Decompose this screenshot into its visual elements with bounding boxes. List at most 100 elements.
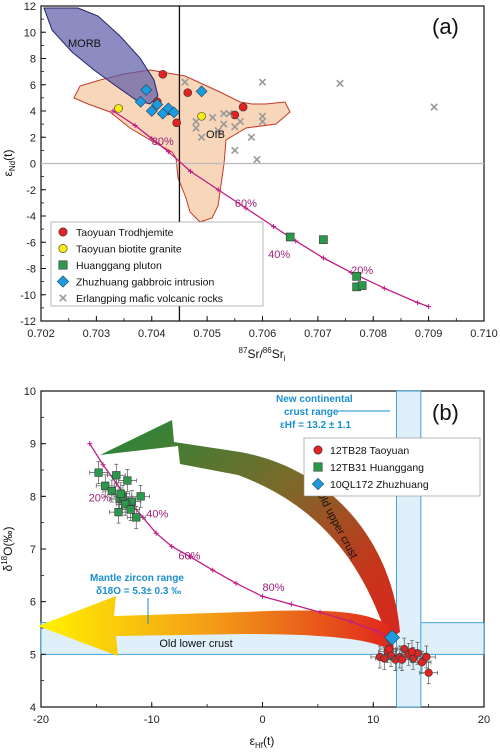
x-tick-label: -20 (33, 714, 49, 726)
mixing-curve-node (233, 580, 239, 586)
data-point (247, 133, 256, 142)
mixing-curve-node (317, 609, 323, 615)
panel-a-xlabel: 87Sr/86Sri (239, 346, 286, 363)
legend-label: 12TB31 Huanggang (330, 462, 424, 474)
panel-b-axes: -20 -10 0 10 20 10 9 8 7 6 5 4 (24, 386, 490, 726)
y-tick-label: 10 (24, 386, 36, 398)
mixing-curve-node (132, 122, 138, 128)
panel-b-ylabel: δ18O(‰) (0, 527, 15, 572)
data-point (197, 133, 206, 142)
legend-marker (59, 294, 67, 302)
y-tick-label: 2 (30, 132, 36, 144)
mixing-curve-node (110, 108, 116, 114)
data-point (417, 658, 427, 667)
panel-a-mixing-curve: 80%60%40%20% (110, 108, 432, 310)
panel-b-xlabel: εHf(t) (250, 734, 275, 750)
panel-b-label: (b) (432, 400, 459, 425)
new-crust-title-line2: crust range (284, 407, 339, 418)
mixing-percent-label: 40% (268, 249, 290, 261)
panel-b-legend: 12TB28 Taoyuan 12TB31 Huanggang 10QL172 Zh… (303, 437, 481, 497)
legend-label: Huanggang pluton (76, 260, 162, 272)
mixing-curve-node (381, 285, 387, 291)
data-point (114, 104, 123, 113)
data-point (172, 118, 181, 128)
mixing-curve-node (215, 187, 221, 193)
mixing-curve-node (149, 136, 155, 142)
data-point (192, 124, 200, 132)
mixing-percent-label: 40% (146, 508, 168, 520)
legend-label: Taoyuan biotite granite (76, 244, 182, 256)
data-point (352, 272, 361, 281)
y-tick-label: -8 (26, 264, 36, 276)
data-point (136, 492, 145, 501)
mixing-curve-node (288, 601, 294, 607)
mixing-percent-label: 80% (263, 582, 285, 594)
old-upper-crust-arrow (100, 420, 400, 640)
legend-marker (311, 477, 325, 491)
data-point (407, 647, 417, 656)
legend-label: 12TB28 Taoyuan (330, 445, 409, 457)
x-tick-label: 20 (478, 714, 490, 726)
data-point (230, 110, 240, 120)
x-tick-label: 10 (367, 714, 379, 726)
data-point (151, 98, 164, 111)
data-point (183, 88, 193, 97)
y-tick-label: 9 (30, 439, 36, 451)
data-point (197, 111, 206, 121)
mixing-curve-node (243, 205, 249, 211)
y-tick-label: 8 (30, 491, 36, 503)
data-point (422, 652, 431, 662)
new-crust-value: εHf = 13.2 ± 1.1 (280, 420, 352, 431)
data-point (132, 513, 141, 522)
y-tick-label: 8 (30, 54, 36, 66)
x-tick-label: 0.704 (138, 328, 166, 340)
mixing-curve-node (153, 530, 159, 536)
legend-a-entries: Taoyuan Trodhjemite Taoyuan biotite grani… (56, 227, 223, 305)
data-point (319, 235, 328, 244)
data-point (336, 79, 344, 88)
data-point (214, 126, 222, 135)
data-point (236, 117, 245, 126)
old-lower-crust-label: Old lower crust (159, 638, 232, 650)
panel-a-points (114, 69, 438, 292)
mixing-curve-line (112, 110, 429, 308)
data-point (192, 117, 200, 126)
mixing-curve-node (165, 149, 171, 155)
data-point (357, 281, 367, 290)
mantle-title: Mantle zircon range (90, 573, 184, 584)
mixing-curve-node (320, 255, 326, 261)
legend-b-box (303, 437, 481, 497)
data-point (167, 106, 180, 119)
data-point (112, 471, 121, 480)
data-point (158, 69, 168, 79)
legend-b-entries: 12TB28 Taoyuan 12TB31 Huanggang 10QL172 Zh… (311, 445, 429, 491)
mantle-value: δ18O = 5.3± 0.3 ‰ (96, 586, 181, 597)
x-tick-label: -10 (144, 714, 160, 726)
mixing-curve-node (169, 543, 175, 549)
data-point (238, 102, 248, 112)
x-tick-label: 0.707 (304, 328, 332, 340)
y-tick-label: 10 (24, 27, 36, 39)
y-tick-label: 4 (30, 106, 36, 118)
data-point (116, 489, 125, 498)
data-point (219, 120, 228, 128)
data-point (219, 109, 228, 118)
mixing-percent-label: 80% (152, 136, 174, 148)
oib-field (73, 69, 291, 223)
mixing-curve-node (426, 304, 432, 310)
y-tick-label: 4 (30, 702, 36, 714)
y-tick-label: 6 (30, 80, 36, 92)
mixing-curve-node (87, 441, 93, 447)
panel-a-axes: 0.702 0.703 0.704 0.705 0.706 0.707 0.708 0.709… (20, 1, 498, 340)
data-point (114, 508, 123, 517)
data-point (123, 476, 132, 485)
panel-a: 0.702 0.703 0.704 0.705 0.706 0.707 0.708 0.709… (1, 1, 498, 363)
data-point (258, 78, 267, 86)
oib-label: OIB (206, 129, 225, 141)
x-tick-label: 0.710 (470, 328, 498, 340)
legend-marker (313, 462, 323, 472)
mixing-percent-label: 60% (235, 198, 257, 210)
data-point (430, 103, 438, 111)
